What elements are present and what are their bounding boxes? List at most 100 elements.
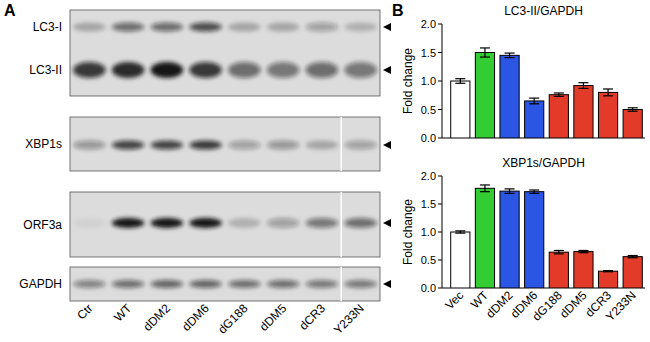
error-bar (628, 108, 638, 111)
error-bar (529, 98, 539, 104)
band-label: GAPDH (19, 277, 62, 291)
error-cap (505, 193, 515, 194)
y-tick-label: 1.5 (421, 47, 436, 59)
band (228, 23, 261, 32)
arrowhead (383, 280, 391, 288)
band (344, 23, 377, 32)
band (228, 280, 261, 288)
separator (341, 117, 343, 171)
blot-frame (70, 117, 380, 171)
blot-panel: GAPDH (19, 267, 391, 301)
band (151, 141, 184, 150)
blot-panel: XBP1s (25, 117, 391, 171)
error-line (484, 185, 485, 192)
y-tick (438, 176, 442, 177)
error-cap (628, 255, 638, 256)
axis-title: Fold change (401, 48, 415, 114)
blot-frame (70, 267, 380, 301)
separator (341, 267, 343, 301)
error-line (484, 48, 485, 57)
error-cap (554, 96, 564, 97)
band (189, 23, 222, 32)
lane-label: WT (111, 301, 135, 325)
separator (341, 192, 343, 257)
y-tick (438, 232, 442, 233)
error-bar (554, 93, 564, 96)
error-cap (480, 56, 490, 57)
error-cap (505, 188, 515, 189)
band (306, 23, 339, 32)
error-cap (529, 189, 539, 190)
y-tick (438, 204, 442, 205)
error-cap (578, 250, 588, 251)
x-tick-label: dG188 (530, 288, 566, 324)
band (267, 280, 300, 288)
band (112, 23, 145, 32)
error-cap (578, 252, 588, 253)
y-tick-label: 1.0 (421, 75, 436, 87)
band (73, 62, 106, 78)
error-cap (505, 52, 515, 53)
error-bar (578, 83, 588, 89)
band (267, 23, 300, 32)
band (151, 23, 184, 32)
band-label: ORF3a (23, 218, 62, 232)
lane-label: Y233N (331, 301, 367, 337)
band (151, 218, 184, 228)
bar (525, 101, 544, 138)
bar-chart: XBP1s/GAPDHFold change0.00.51.01.52.0Vec… (401, 156, 645, 324)
bar (500, 55, 519, 138)
error-bar (628, 256, 638, 258)
band (73, 23, 106, 32)
band (112, 218, 145, 228)
error-line (509, 53, 510, 58)
chart-title: XBP1s/GAPDH (502, 156, 585, 170)
error-line (607, 89, 608, 96)
bar (574, 252, 593, 288)
x-tick-label: Y233N (603, 288, 639, 324)
panel-label: B (392, 2, 404, 19)
bar (451, 81, 470, 138)
band (189, 280, 222, 288)
x-tick-label: dDM5 (557, 288, 590, 321)
lane-label: dG188 (215, 301, 251, 337)
error-cap (529, 103, 539, 104)
panel-label: A (4, 2, 16, 19)
y-tick-label: 1.0 (421, 226, 436, 238)
band (73, 280, 106, 288)
plot-area (451, 185, 643, 288)
error-cap (628, 257, 638, 258)
error-cap (554, 92, 564, 93)
lane-label: Ctr (74, 301, 95, 322)
y-tick (438, 24, 442, 25)
band (228, 218, 261, 228)
lane-label: dDM2 (140, 301, 173, 334)
error-cap (480, 47, 490, 48)
band (112, 141, 145, 150)
y-tick-label: 0.0 (421, 282, 436, 294)
bar (598, 271, 617, 288)
error-cap (505, 57, 515, 58)
error-cap (628, 107, 638, 108)
y-tick-label: 0.5 (421, 254, 436, 266)
error-cap (603, 95, 613, 96)
error-cap (455, 78, 465, 79)
x-tick-label: Vec (442, 288, 466, 312)
bar (525, 192, 544, 288)
bar-chart: LC3-II/GAPDHFold change0.00.51.01.52.0 (401, 4, 645, 144)
error-bar (578, 250, 588, 252)
band (151, 280, 184, 288)
band (228, 62, 261, 78)
error-bar (505, 53, 515, 58)
blot-frame (70, 192, 380, 257)
band (267, 141, 300, 150)
y-tick (438, 288, 442, 289)
error-bar (505, 189, 515, 193)
y-tick (438, 81, 442, 82)
band (344, 280, 377, 288)
blot-panel: ORF3a (23, 192, 391, 257)
band (344, 141, 377, 150)
bar (451, 232, 470, 288)
error-bar (603, 271, 613, 272)
error-cap (480, 191, 490, 192)
